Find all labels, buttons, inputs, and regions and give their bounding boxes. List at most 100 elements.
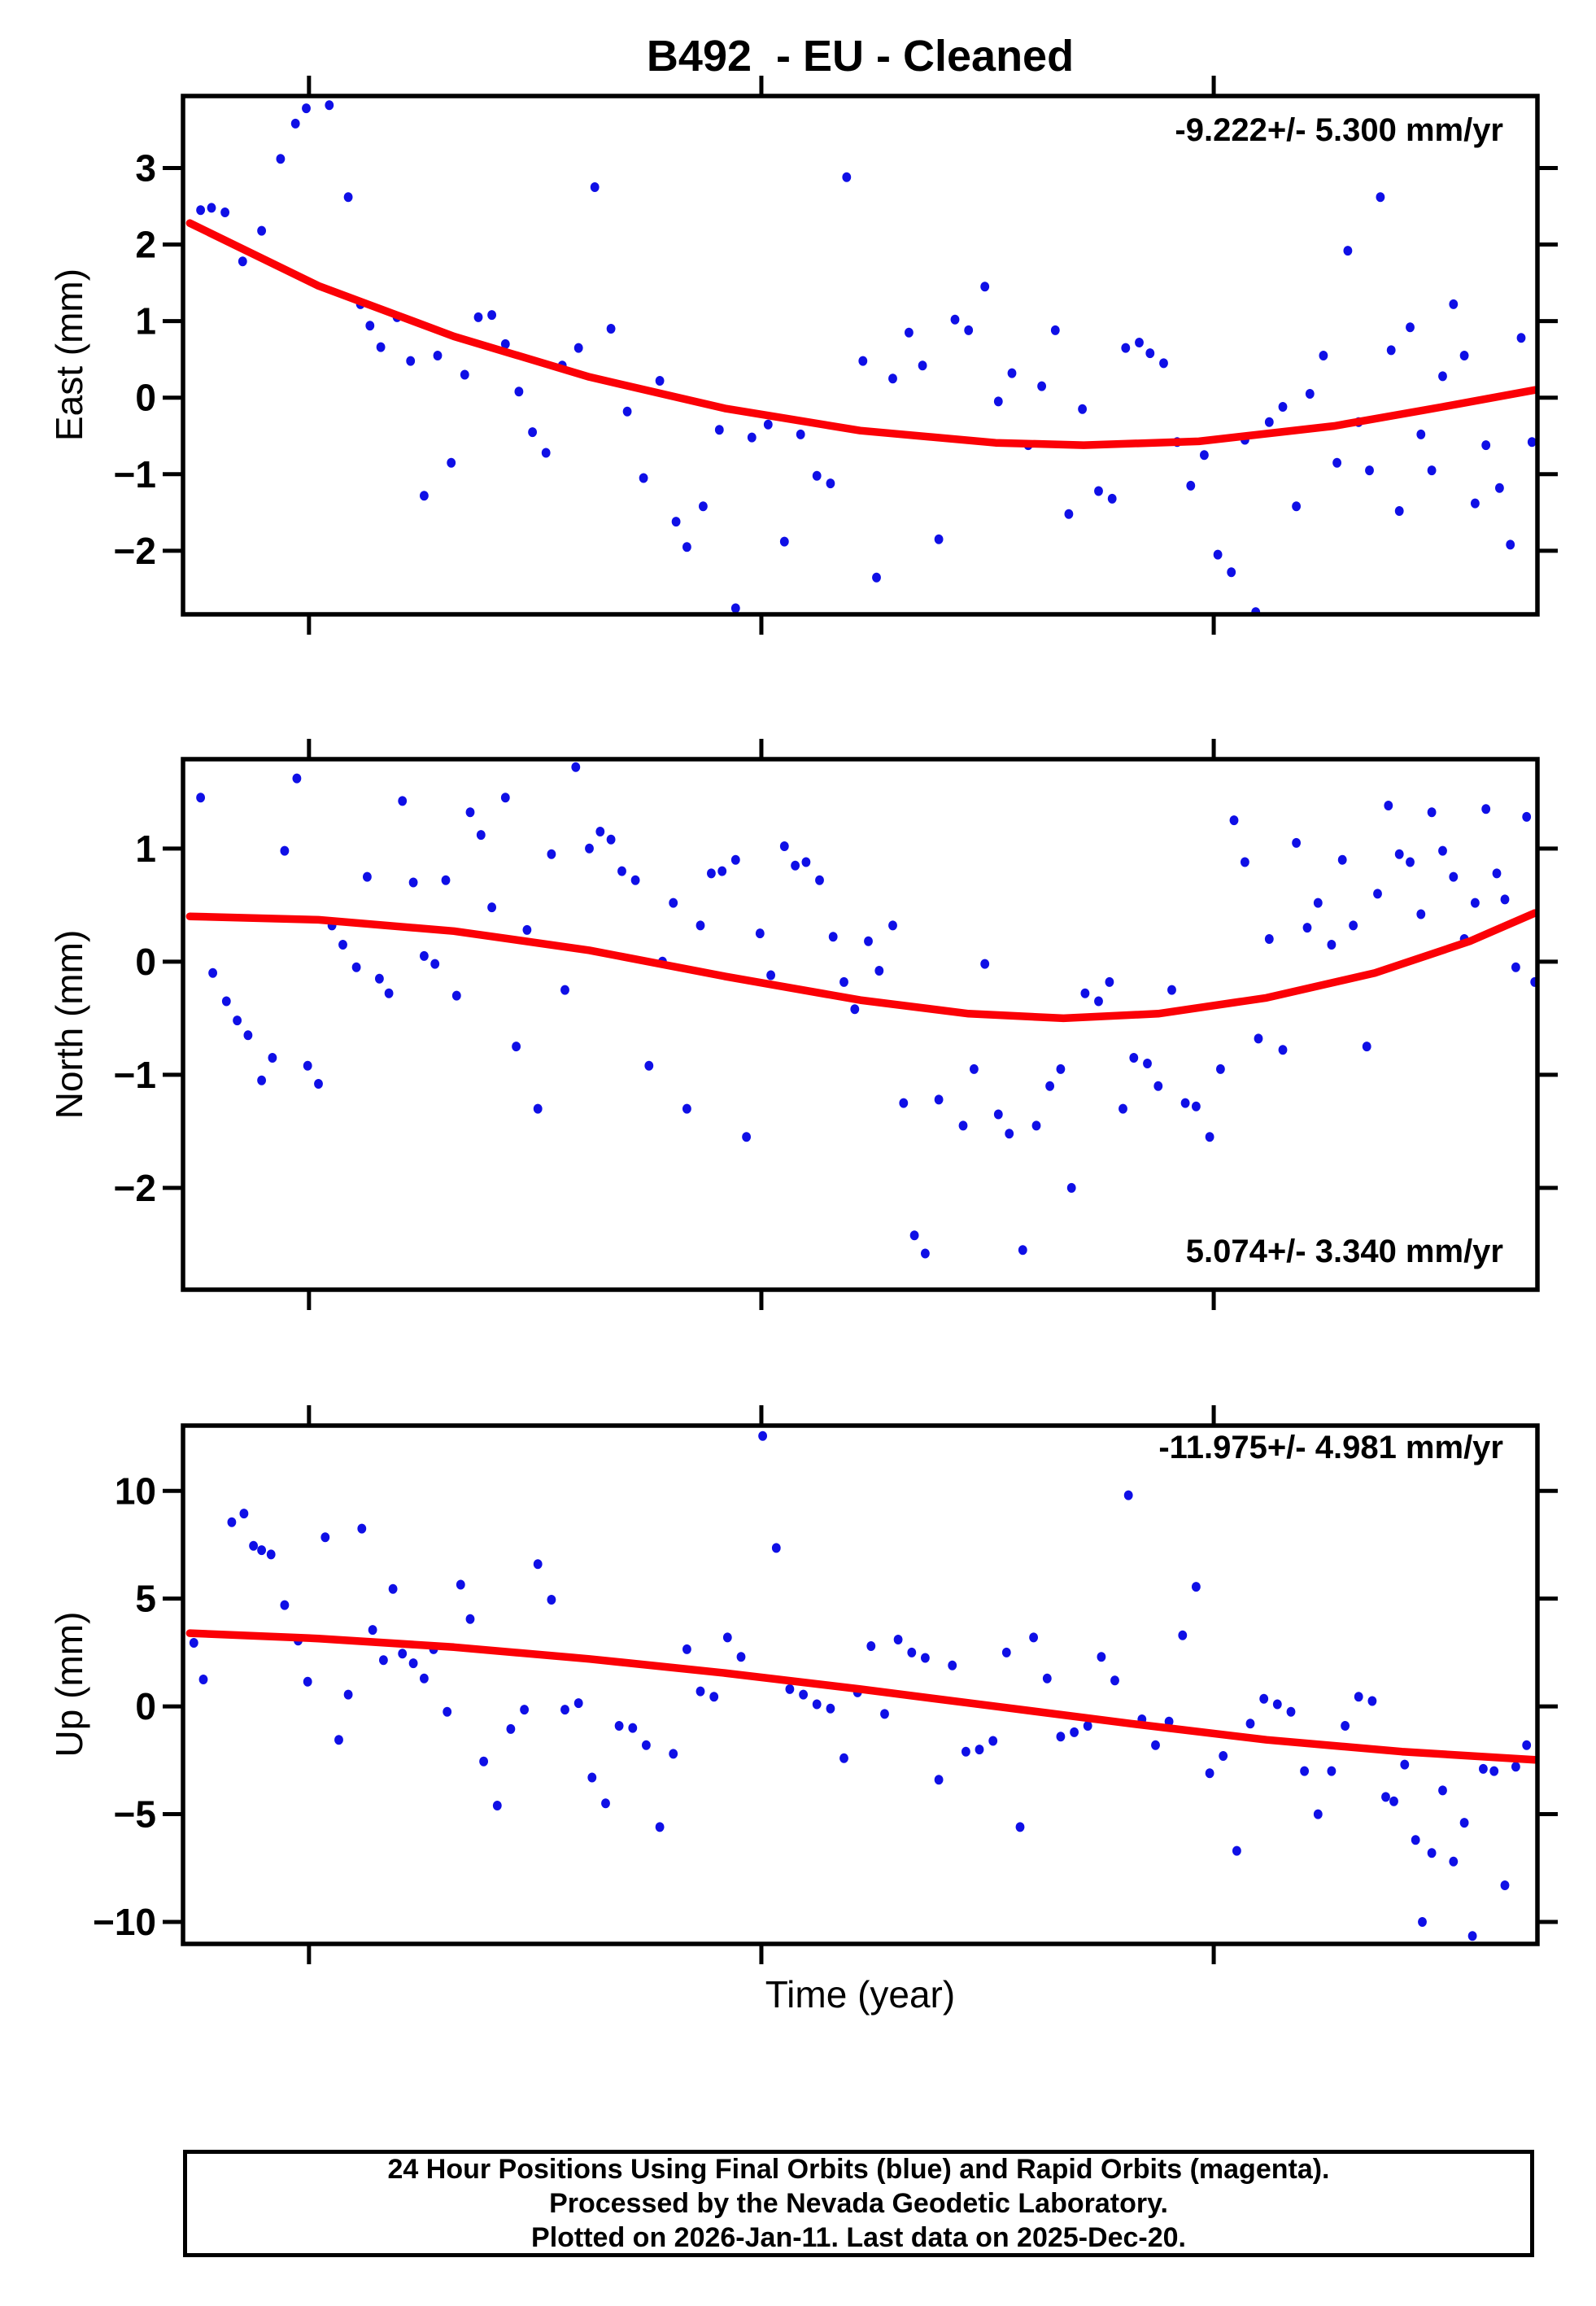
- data-point: [1097, 1652, 1106, 1662]
- data-point: [443, 1706, 452, 1717]
- data-point: [408, 877, 418, 888]
- data-point: [828, 932, 838, 942]
- data-point: [560, 1705, 569, 1715]
- data-point: [722, 1632, 732, 1643]
- data-point: [1376, 192, 1385, 203]
- data-point: [1107, 493, 1117, 504]
- data-point: [934, 1094, 944, 1105]
- data-point: [303, 1676, 312, 1687]
- data-point: [1400, 1759, 1410, 1770]
- data-point: [1389, 1796, 1398, 1806]
- data-point: [208, 967, 217, 978]
- data-point: [1313, 898, 1323, 908]
- data-point: [196, 205, 206, 216]
- data-point: [1029, 1632, 1038, 1643]
- data-point: [888, 920, 897, 931]
- data-point: [950, 314, 960, 325]
- data-point: [1394, 849, 1404, 859]
- data-point: [1151, 1740, 1160, 1750]
- data-point: [1411, 1835, 1420, 1845]
- footer-line-1: 24 Hour Positions Using Final Orbits (bl…: [387, 2154, 1330, 2185]
- data-point: [1037, 381, 1046, 391]
- data-point: [492, 1801, 502, 1810]
- data-point: [1438, 845, 1447, 856]
- data-point: [1121, 343, 1131, 353]
- data-point: [839, 976, 848, 987]
- data-point: [220, 207, 229, 217]
- data-point: [227, 1517, 237, 1527]
- footer-line-3: Plotted on 2026-Jan-11. Last data on 202…: [531, 2222, 1186, 2253]
- data-point: [1094, 486, 1103, 496]
- data-point: [812, 470, 822, 481]
- data-point: [1229, 815, 1239, 826]
- data-point: [1186, 480, 1196, 491]
- data-point: [1522, 1740, 1532, 1750]
- page-title: B492 - EU - Cleaned: [646, 32, 1075, 81]
- data-point: [1119, 1103, 1127, 1114]
- data-point: [196, 793, 206, 803]
- y-tick-label: −1: [114, 1054, 156, 1096]
- data-point: [473, 312, 483, 322]
- data-point: [379, 1655, 388, 1666]
- data-point: [617, 866, 626, 876]
- data-point: [962, 1746, 970, 1757]
- data-point: [465, 1614, 475, 1624]
- data-point: [1192, 1582, 1201, 1592]
- data-point: [368, 1625, 377, 1636]
- data-point: [601, 1798, 610, 1809]
- data-point: [533, 1559, 543, 1570]
- data-point: [456, 1579, 465, 1590]
- data-point: [669, 1749, 678, 1759]
- data-point: [1362, 1042, 1371, 1052]
- data-point: [909, 1230, 919, 1241]
- panel-up: −10 −5 0 5 10: [93, 1405, 1558, 1964]
- data-point: [1418, 1917, 1427, 1927]
- data-point: [1471, 898, 1480, 908]
- data-point: [1241, 857, 1249, 867]
- data-point: [1278, 1045, 1288, 1055]
- data-point: [1232, 1845, 1241, 1856]
- data-point: [1438, 371, 1447, 382]
- data-point: [338, 940, 347, 950]
- data-point: [899, 1098, 909, 1108]
- up-points: [189, 1426, 1532, 1941]
- data-point: [398, 1649, 408, 1659]
- data-point: [302, 103, 311, 114]
- data-point: [1083, 1721, 1092, 1731]
- data-point: [1481, 804, 1491, 815]
- data-point: [874, 966, 884, 976]
- data-point: [290, 118, 300, 129]
- data-point: [1245, 1719, 1255, 1729]
- y-tick-label: 0: [135, 1685, 156, 1727]
- data-point: [980, 959, 990, 969]
- y-tick-label: 0: [135, 941, 156, 983]
- data-point: [707, 868, 716, 879]
- data-point: [1080, 988, 1090, 998]
- data-point: [1467, 1931, 1477, 1941]
- data-point: [1449, 299, 1459, 309]
- data-point: [547, 1595, 556, 1605]
- data-point: [1449, 871, 1459, 882]
- data-point: [398, 796, 408, 806]
- data-point: [357, 1523, 367, 1534]
- data-point: [1110, 1675, 1119, 1686]
- data-point: [606, 324, 616, 334]
- data-point: [1145, 348, 1155, 359]
- data-point: [1050, 325, 1060, 335]
- data-point: [696, 920, 705, 931]
- data-point: [758, 1430, 767, 1441]
- data-point: [839, 1753, 848, 1763]
- panel-frame: [181, 1423, 1540, 1946]
- data-point: [1341, 1721, 1350, 1731]
- data-point: [1216, 1063, 1225, 1074]
- data-point: [801, 857, 811, 867]
- data-point: [1007, 368, 1017, 378]
- data-point: [771, 1543, 781, 1553]
- data-point: [1129, 1053, 1139, 1063]
- data-point: [606, 834, 616, 845]
- data-point: [343, 192, 353, 203]
- data-point: [1192, 1101, 1201, 1112]
- data-point: [1278, 402, 1288, 412]
- data-point: [736, 1652, 746, 1662]
